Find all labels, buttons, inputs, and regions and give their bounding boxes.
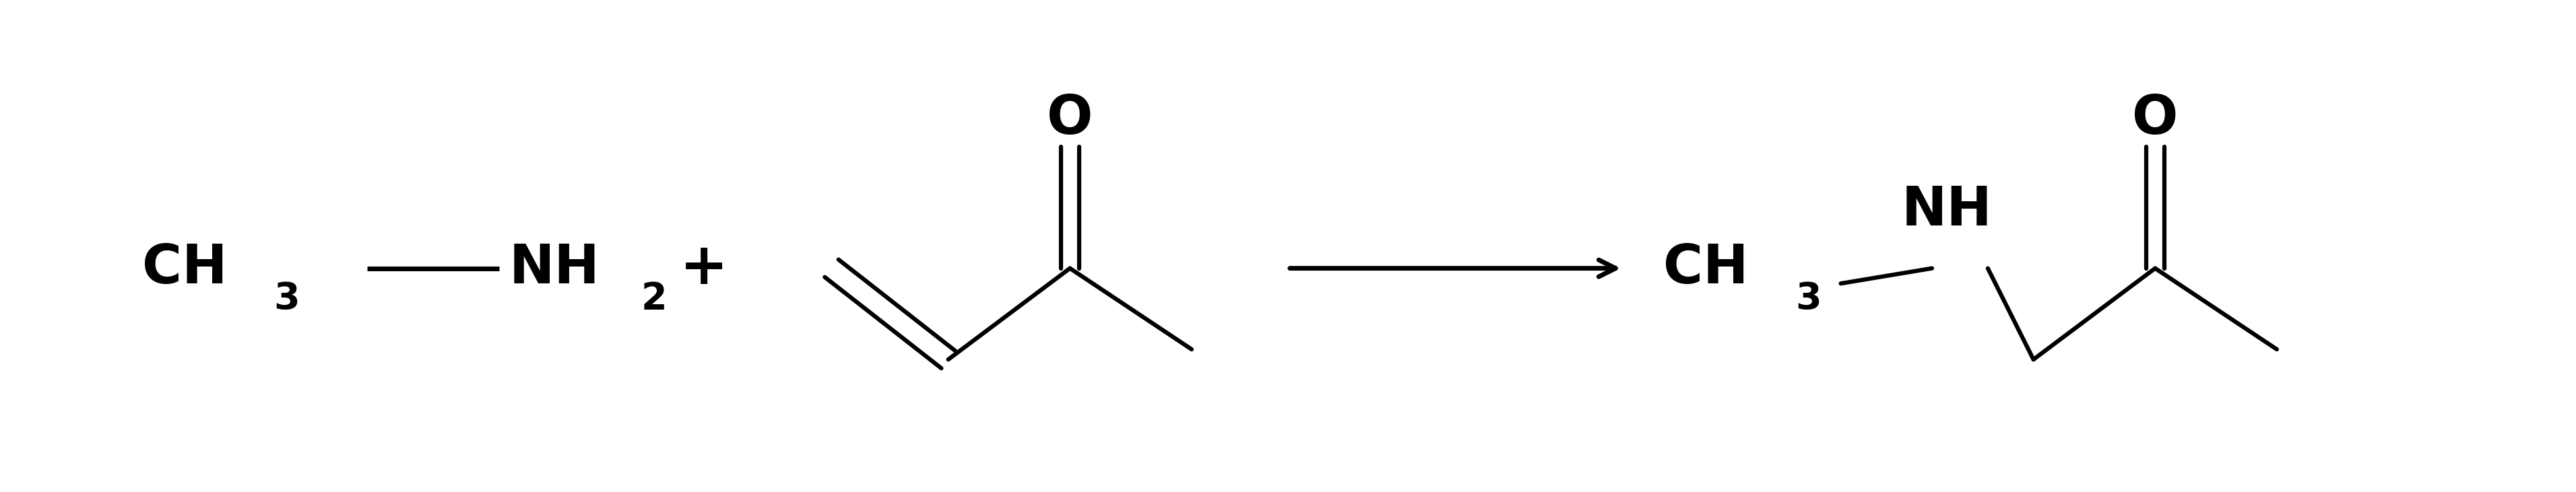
Text: 3: 3 — [273, 280, 299, 317]
Text: O: O — [2133, 93, 2177, 146]
Text: +: + — [680, 241, 729, 296]
Text: CH: CH — [1664, 242, 1749, 295]
Text: 2: 2 — [641, 280, 667, 317]
Text: NH: NH — [1901, 184, 1991, 237]
Text: NH: NH — [510, 242, 600, 295]
Text: O: O — [1046, 93, 1092, 146]
Text: 3: 3 — [1795, 280, 1821, 317]
Text: CH: CH — [142, 242, 227, 295]
